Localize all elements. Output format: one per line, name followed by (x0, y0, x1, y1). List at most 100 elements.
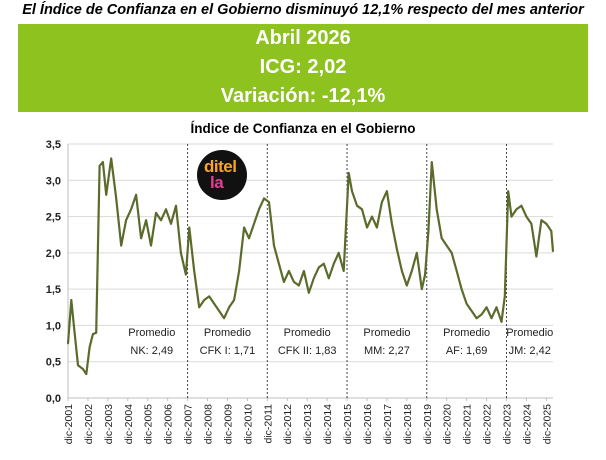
y-tick-label: 0,5 (46, 357, 61, 369)
data-point (342, 270, 345, 272)
data-point (381, 201, 383, 203)
x-tick-label: dic-2013 (302, 404, 314, 444)
data-point (406, 284, 408, 287)
data-point (198, 306, 201, 309)
data-point (427, 230, 430, 232)
data-point (243, 226, 245, 229)
data-point (248, 237, 250, 240)
data-point (102, 161, 104, 163)
data-point (475, 317, 478, 319)
data-point (155, 212, 157, 214)
y-tick-label: 3,5 (46, 139, 61, 151)
data-point (430, 161, 433, 163)
x-tick-label: dic-2025 (541, 404, 553, 444)
data-point (420, 288, 423, 290)
data-point (67, 342, 69, 345)
data-point (150, 244, 152, 247)
data-point (263, 197, 265, 200)
data-point (510, 215, 513, 218)
period-average: MM: 2,27 (364, 345, 410, 357)
data-point (170, 223, 172, 225)
x-tick-label: dic-2021 (462, 404, 474, 444)
x-tick-label: dic-2012 (282, 404, 294, 444)
data-point (120, 244, 122, 247)
data-point (411, 270, 413, 272)
data-point (293, 281, 295, 283)
data-point (450, 252, 453, 254)
data-point (366, 226, 368, 229)
data-point (288, 270, 290, 272)
data-point (500, 321, 503, 323)
data-point (165, 208, 167, 211)
x-tick-label: dic-2014 (322, 404, 334, 444)
data-point (160, 219, 162, 221)
banner-icg: ICG: 2,02 (259, 56, 347, 78)
summary-banner: Abril 2026 ICG: 2,02 Variación: -12,1% (18, 24, 588, 112)
y-tick-label: 1,0 (46, 320, 61, 332)
data-point (515, 208, 518, 211)
logo-text-bottom: la (210, 173, 224, 192)
logo-text-top: ditel (204, 157, 237, 176)
data-point (455, 270, 458, 272)
data-point (175, 204, 177, 207)
series-line-icg (66, 157, 555, 376)
chart-title: Índice de Confianza en el Gobierno (190, 121, 416, 136)
x-tick-label: dic-2005 (143, 404, 155, 444)
data-point (445, 244, 448, 247)
x-tick-label: dic-2016 (362, 404, 374, 444)
data-point (401, 270, 403, 272)
data-point (85, 373, 88, 375)
data-point (535, 255, 538, 258)
data-point (203, 299, 205, 301)
data-point (140, 237, 142, 240)
data-point (313, 277, 315, 280)
data-point (504, 295, 506, 298)
y-tick-label: 0,0 (46, 393, 61, 405)
x-tick-label: dic-2002 (83, 404, 95, 444)
banner-period: Abril 2026 (255, 27, 351, 49)
y-tick-label: 2,0 (46, 248, 61, 260)
data-point (185, 273, 187, 276)
x-tick-label: dic-2024 (521, 404, 533, 444)
period-label: Promedio (363, 327, 410, 339)
data-point (396, 248, 398, 251)
period-label: Promedio (284, 327, 331, 339)
x-tick-label: dic-2020 (442, 404, 454, 444)
period-average: AF: 1,69 (446, 345, 488, 357)
data-point (440, 237, 443, 240)
data-point (110, 157, 112, 160)
data-point (228, 306, 230, 309)
period-label: Promedio (204, 327, 251, 339)
data-point (337, 252, 340, 254)
data-point (223, 317, 225, 319)
data-point (416, 252, 418, 254)
data-point (356, 204, 358, 207)
data-point (391, 223, 393, 225)
period-average: JM: 2,42 (509, 345, 551, 357)
data-point (233, 299, 235, 301)
data-point (460, 288, 463, 290)
y-tick-label: 1,5 (46, 284, 61, 296)
data-point (130, 208, 132, 211)
x-tick-label: dic-2018 (402, 404, 414, 444)
data-point (495, 306, 498, 309)
data-point (298, 284, 300, 287)
data-point (470, 310, 473, 312)
data-point (92, 333, 94, 335)
period-average: NK: 2,49 (130, 345, 173, 357)
period-label: Promedio (506, 327, 553, 339)
x-tick-label: dic-2009 (222, 404, 234, 444)
x-tick-label: dic-2011 (262, 404, 274, 444)
data-point (351, 190, 353, 192)
data-point (485, 306, 488, 309)
data-point (188, 226, 191, 229)
data-point (347, 172, 350, 174)
data-point (376, 226, 378, 229)
data-point (238, 270, 240, 272)
x-tick-label: dic-2015 (342, 404, 354, 444)
data-point (283, 281, 285, 283)
x-tick-label: dic-2010 (242, 404, 254, 444)
x-tick-label: dic-2017 (382, 404, 394, 444)
data-point (361, 208, 363, 211)
